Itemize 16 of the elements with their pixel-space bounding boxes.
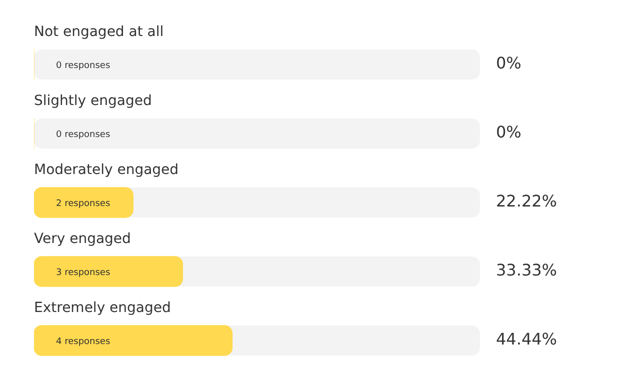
data-label: 0 responses [56, 130, 110, 140]
y-tick-label: Not engaged at all [34, 24, 164, 40]
text: 33.33% [496, 260, 558, 280]
y-tick-label: Extremely engaged [34, 300, 171, 316]
text: 0% [496, 122, 522, 142]
text: 22.22% [496, 192, 558, 211]
data-label: 3 responses [56, 268, 110, 278]
y-tick-label: Moderately engaged [34, 162, 179, 178]
text: 0% [496, 54, 522, 73]
data-label: 0 responses [56, 60, 110, 71]
data-label: 4 responses [56, 336, 110, 347]
y-tick-label: Slightly engaged [34, 93, 152, 110]
text: 44.44% [496, 330, 558, 349]
data-label: 2 responses [56, 198, 110, 209]
y-tick-label: Very engaged [34, 231, 131, 248]
bar [34, 187, 134, 218]
